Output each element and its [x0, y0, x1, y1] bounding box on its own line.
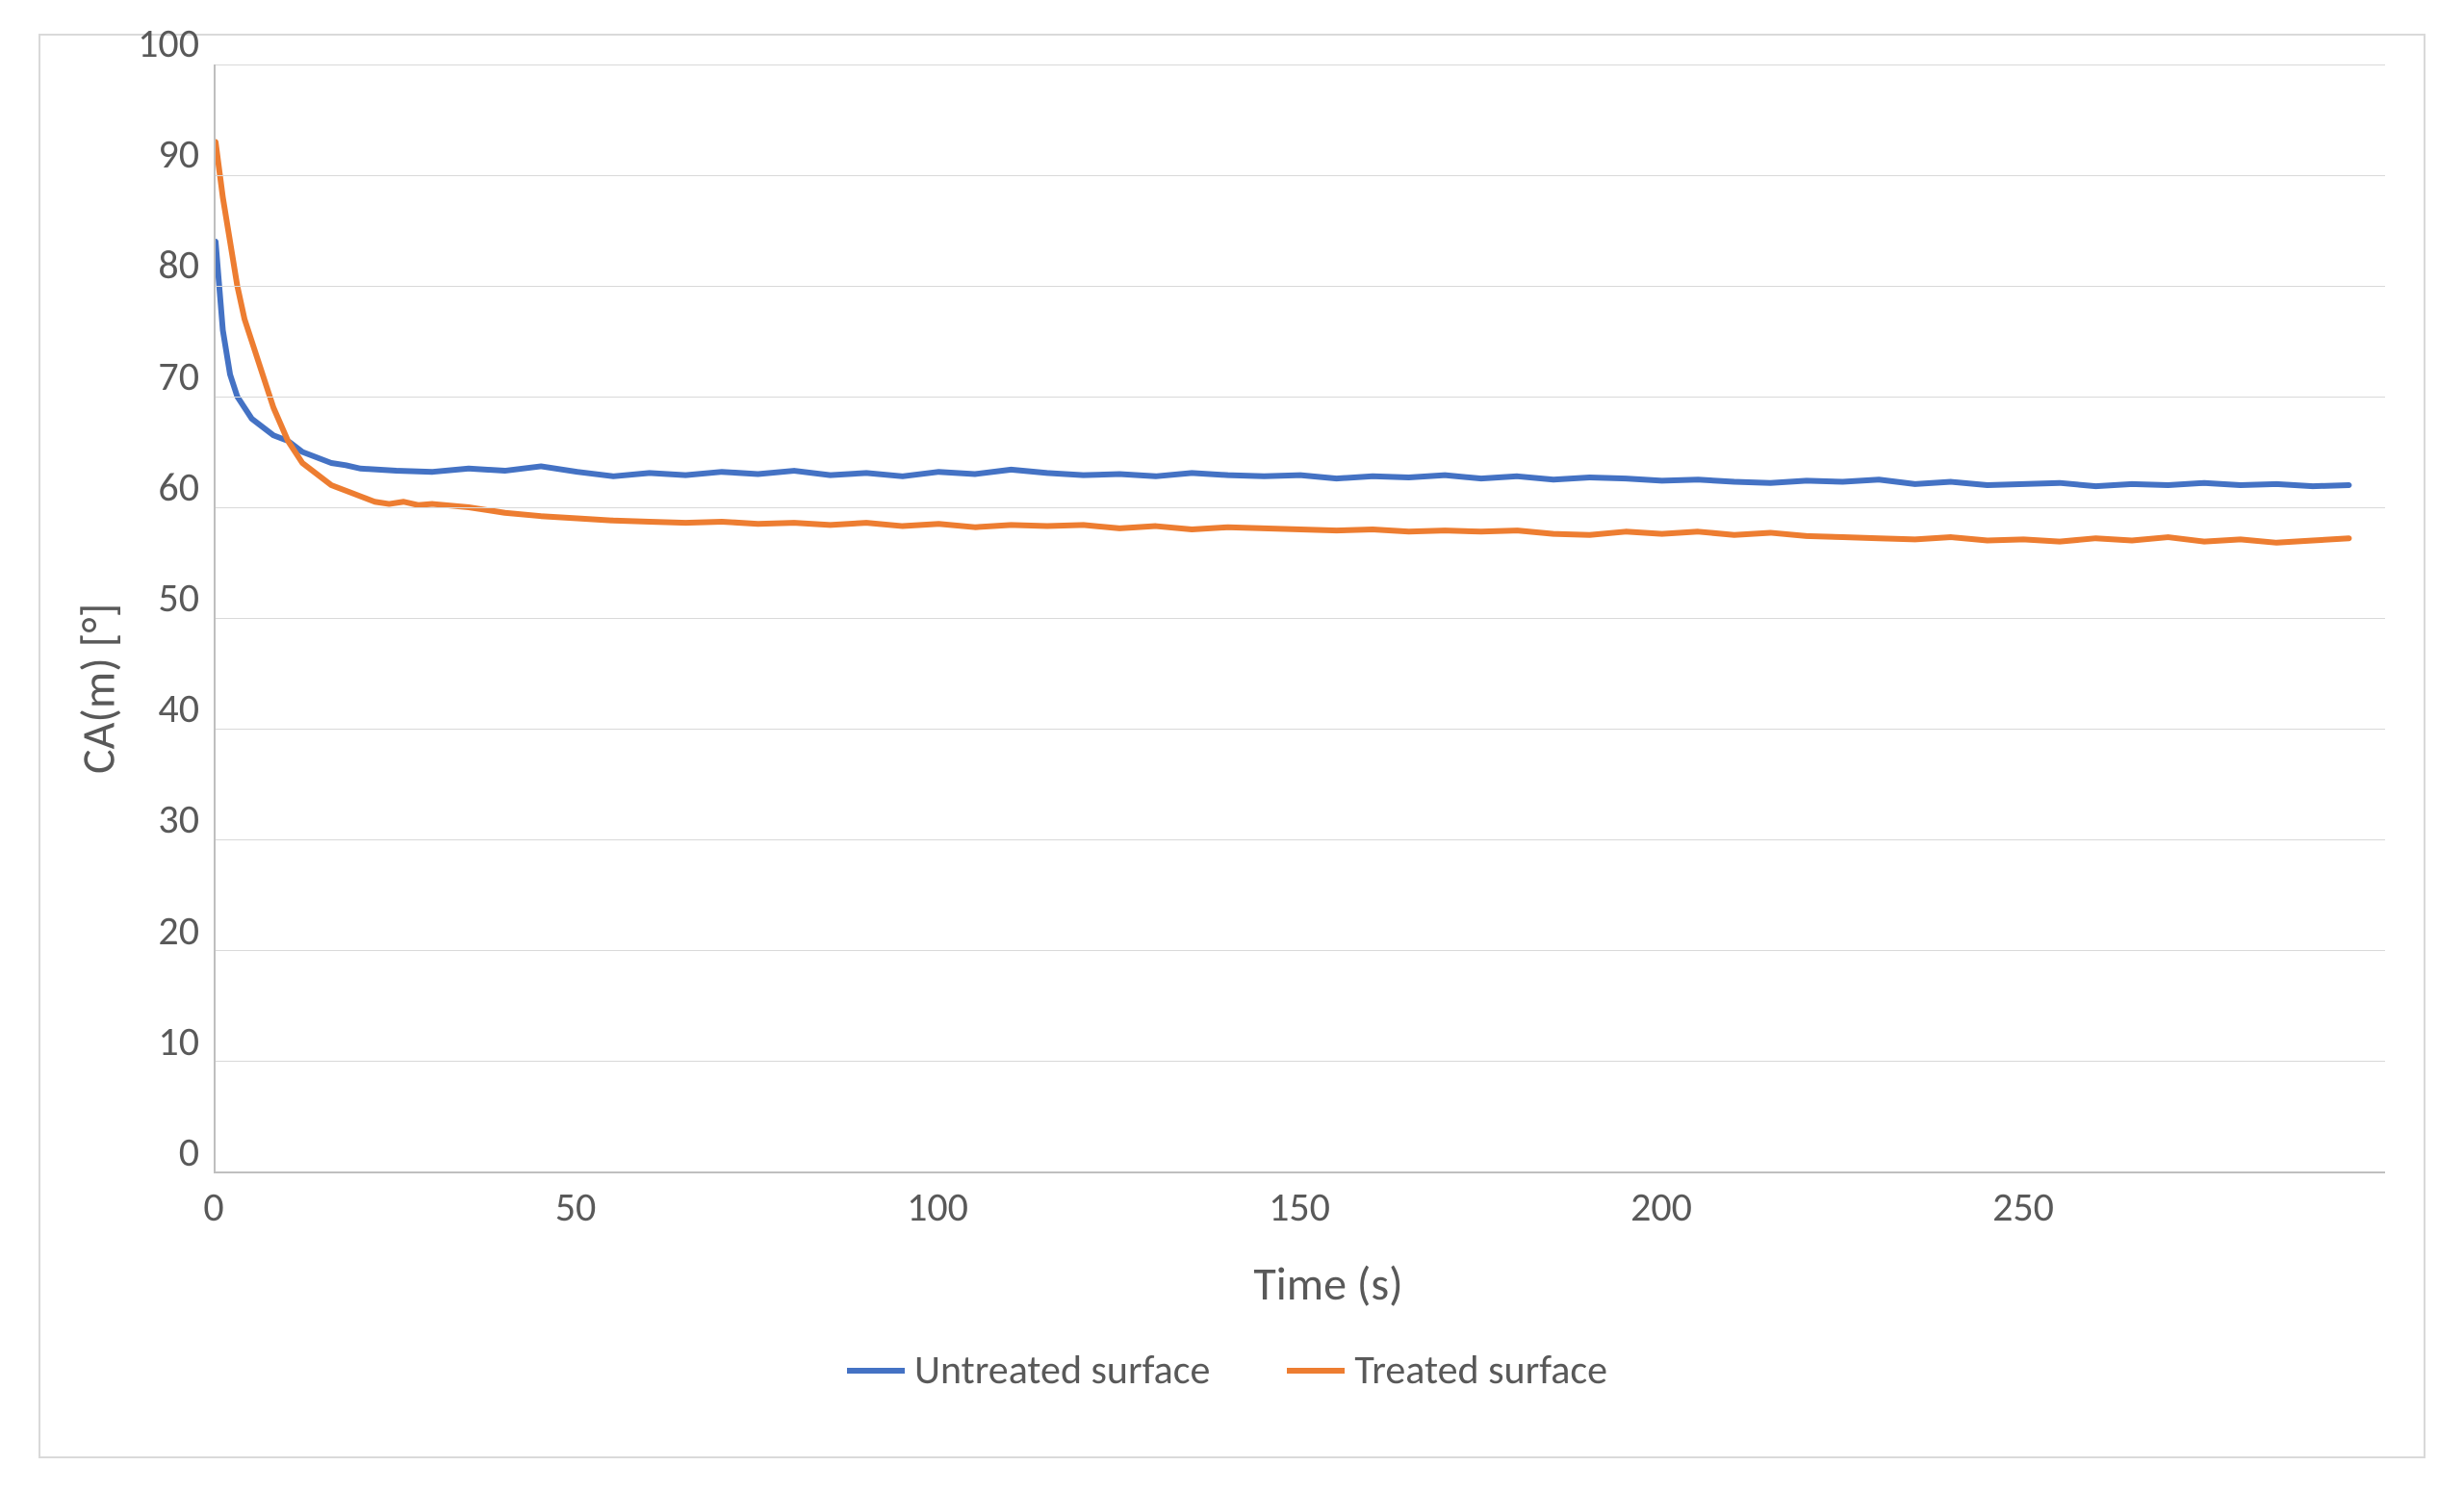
chart-container: CA(m) [°] 1009080706050403020100 0501001…: [38, 34, 2426, 1458]
gridline: [216, 175, 2385, 176]
plot-area-wrapper: 1009080706050403020100 0 50 100 150 200 250 T…: [127, 64, 2385, 1312]
x-tick-label: 150: [1269, 1183, 1330, 1232]
gridline: [216, 1061, 2385, 1062]
legend-label: Untreated surface: [914, 1346, 1210, 1395]
gridline: [216, 397, 2385, 398]
x-tick-label: 100: [907, 1183, 968, 1232]
gridline: [216, 507, 2385, 508]
legend-label: Treated surface: [1354, 1346, 1607, 1395]
x-tick-label: 250: [1992, 1183, 2054, 1232]
gridline: [216, 618, 2385, 619]
x-tick-area: 050100150200250: [214, 1173, 2385, 1231]
gridline: [216, 64, 2385, 65]
legend-swatch: [847, 1368, 905, 1374]
x-tick-label: 50: [555, 1183, 597, 1232]
y-tick-labels: 1009080706050403020100: [127, 64, 214, 1173]
x-tick-label: 200: [1630, 1183, 1692, 1232]
plot-with-y-labels: 1009080706050403020100: [127, 64, 2385, 1173]
legend: Untreated surface Treated surface: [69, 1346, 2385, 1395]
gridline: [216, 729, 2385, 730]
gridline: [216, 950, 2385, 951]
gridline: [216, 286, 2385, 287]
series-line: [216, 242, 2348, 486]
gridline: [216, 839, 2385, 840]
plot-box: [214, 64, 2385, 1173]
legend-swatch: [1287, 1368, 1345, 1374]
plot-wrapper: CA(m) [°] 1009080706050403020100 0501001…: [69, 64, 2385, 1312]
legend-item: Treated surface: [1287, 1346, 1607, 1395]
legend-item: Untreated surface: [847, 1346, 1210, 1395]
x-tick-label: 0: [203, 1183, 223, 1232]
x-axis-label: Time (s): [271, 1255, 2385, 1312]
y-axis-label: CA(m) [°]: [69, 64, 127, 1312]
